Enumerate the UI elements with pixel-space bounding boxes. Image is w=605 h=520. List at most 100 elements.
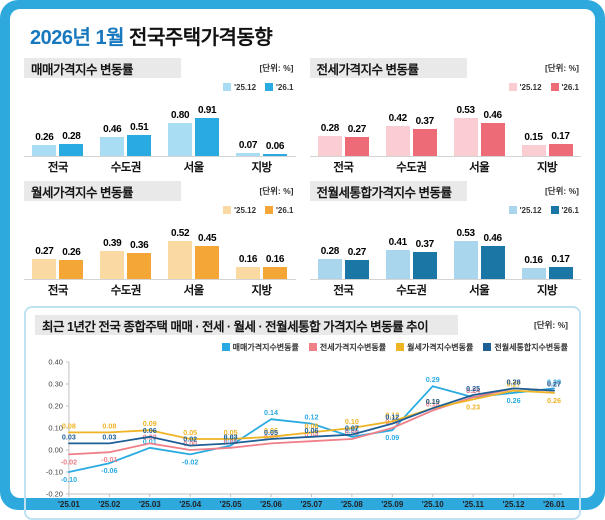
x-tick-label: '25.01: [58, 500, 80, 509]
legend-swatch: [221, 343, 230, 351]
category-label: 지방: [251, 162, 272, 174]
bar-group: 0.28 0.27: [310, 217, 378, 279]
category-label: 지방: [536, 285, 558, 297]
x-tick-label: '25.08: [341, 500, 363, 509]
x-tick-label: '25.09: [381, 500, 403, 509]
bar: [385, 125, 410, 156]
bar: [412, 252, 437, 279]
legend-swatch: [265, 206, 274, 214]
bar-value-label: 0.46: [483, 233, 503, 245]
bar-value-label: 0.45: [198, 233, 217, 245]
data-label: 0.08: [304, 421, 318, 430]
bar: [195, 246, 220, 279]
category-labels: 전국 수도권 서울 지방: [24, 280, 296, 298]
legend-label: '25.12: [519, 205, 542, 215]
bar: [263, 153, 288, 156]
bar-column: 0.42: [385, 113, 410, 156]
bar-column: 0.27: [32, 246, 57, 279]
bar-value-label: 0.07: [238, 140, 258, 152]
bar-column: 0.41: [385, 236, 410, 279]
panel-legend: '25.12 '26.1: [310, 81, 579, 93]
bar-groups: 0.27 0.26 0.39 0.36 0.52 0.45 0.16 0.16: [24, 217, 296, 280]
bar-value-label: 0.28: [320, 245, 340, 257]
bar-column: 0.53: [453, 228, 478, 279]
bar-column: 0.51: [127, 122, 152, 156]
x-tick-label: '25.10: [422, 500, 444, 509]
bar-chart-panel: 전세가격지수 변동률 [단위: %] '25.12'26.1 0.28 0.27 0…: [309, 58, 582, 175]
bar-chart-panel: 월세가격지수 변동률 [단위: %] '25.12'26.1 0.27 0.26 0…: [24, 181, 296, 298]
bar-column: 0.91: [195, 105, 220, 156]
bar: [236, 267, 261, 279]
panel-title: 월세가격지수 변동률: [31, 185, 133, 200]
bar: [32, 145, 57, 156]
data-label: 0.27: [547, 380, 561, 389]
y-tick-label: 0.30: [48, 379, 63, 388]
bar-group: 0.46 0.51: [92, 94, 160, 156]
legend-item: '26.1: [550, 83, 579, 92]
bar: [521, 145, 546, 156]
data-label: 0.28: [507, 377, 521, 386]
bar: [127, 134, 152, 156]
bar: [548, 143, 573, 156]
y-tick-label: 0.00: [48, 445, 63, 454]
bar-column: 0.07: [236, 140, 261, 156]
data-label: 0.08: [102, 421, 116, 430]
y-tick-label: 0.20: [48, 401, 63, 410]
category-labels: 전국 수도권 서울 지방: [310, 157, 582, 175]
panel-legend: '25.12 '26.1: [310, 204, 579, 216]
bar-value-label: 0.16: [238, 254, 258, 266]
legend-swatch: [396, 343, 405, 351]
trend-title: 최근 1년간 전국 종합주택 매매 · 전세 · 월세 · 전월세통합 가격지수…: [42, 319, 429, 334]
data-label: 0.27: [547, 380, 561, 389]
category-label: 전국: [47, 162, 69, 174]
category-label: 지방: [536, 162, 558, 174]
bar-column: 0.80: [168, 110, 193, 156]
data-label: 0.13: [385, 410, 399, 419]
data-label: 0.29: [426, 375, 440, 384]
bar-value-label: 0.37: [415, 116, 435, 128]
legend-label: 전월세통합지수변동률: [494, 342, 568, 352]
legend-swatch: [508, 206, 517, 214]
data-label: 0.06: [264, 426, 278, 435]
category-label: 수도권: [396, 162, 427, 174]
data-label: 0.07: [345, 424, 359, 433]
bar-column: 0.28: [59, 131, 84, 156]
trend-series: 0.08 0.08 0.090.05 0.05 0.06 0.08 0.100.130.19…: [62, 380, 561, 440]
panel-title: 전세가격지수 변동률: [316, 62, 419, 77]
legend-label: '25.12: [234, 205, 257, 215]
bar-value-label: 0.41: [388, 236, 408, 248]
bar: [344, 136, 369, 156]
bar-value-label: 0.27: [347, 123, 367, 135]
data-label: 0.28: [507, 377, 521, 386]
panel-title-strip: 월세가격지수 변동률: [24, 181, 182, 201]
unit-label: [단위: %]: [544, 63, 579, 73]
data-label: 0.03: [62, 432, 76, 441]
x-tick-label: '25.06: [260, 500, 282, 509]
legend-swatch: [508, 83, 517, 91]
category-label: 수도권: [110, 285, 142, 297]
legend-swatch: [550, 83, 559, 91]
legend-item: 매매가격지수변동률: [221, 342, 299, 353]
bar-column: 0.52: [168, 228, 193, 279]
legend-item: '26.1: [550, 205, 579, 215]
bar-group: 0.42 0.37: [377, 94, 445, 156]
x-tick-label: '25.11: [462, 500, 484, 509]
unit-label: [단위: %]: [259, 63, 294, 73]
x-tick-label: '25.07: [301, 500, 323, 509]
data-label: 0.27: [507, 380, 521, 389]
legend-item: '25.12: [223, 206, 256, 215]
bar-value-label: 0.46: [483, 110, 503, 122]
bar-value-label: 0.53: [456, 105, 476, 116]
legend-label: '26.1: [561, 205, 579, 215]
category-label: 지방: [251, 285, 272, 297]
panel-legend: '25.12 '26.1: [24, 81, 294, 93]
category-label: 서울: [469, 285, 490, 297]
bar-group: 0.52 0.45: [160, 217, 228, 279]
tick-labels: 0.40 0.30 0.20 0.10 0.00 -0.10 -0.20 '25.01 '25.…: [46, 357, 566, 509]
data-label: 0.23: [466, 402, 480, 411]
data-label: 0.05: [183, 428, 197, 437]
data-label: 0.26: [507, 396, 521, 405]
legend-label: '25.12: [519, 82, 542, 92]
bar: [236, 153, 261, 156]
data-label: 0.04: [304, 430, 318, 439]
